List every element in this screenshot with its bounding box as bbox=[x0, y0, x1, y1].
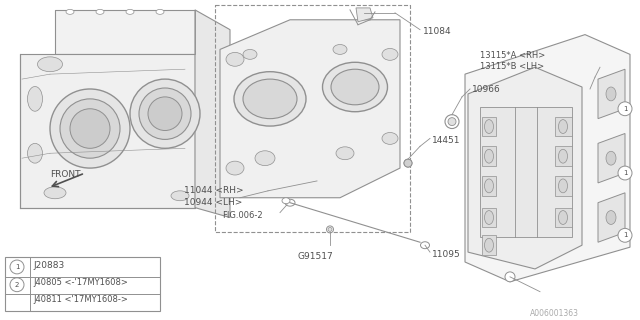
Polygon shape bbox=[555, 176, 572, 196]
Ellipse shape bbox=[28, 143, 42, 163]
Ellipse shape bbox=[382, 48, 398, 60]
Ellipse shape bbox=[282, 198, 290, 204]
Text: 10944 <LH>: 10944 <LH> bbox=[184, 198, 243, 207]
Text: 14451: 14451 bbox=[432, 136, 461, 146]
Ellipse shape bbox=[445, 115, 459, 129]
Circle shape bbox=[505, 272, 515, 282]
Ellipse shape bbox=[285, 199, 295, 206]
Text: J40805 <-'17MY1608>: J40805 <-'17MY1608> bbox=[33, 278, 128, 287]
Ellipse shape bbox=[234, 72, 306, 126]
Ellipse shape bbox=[333, 44, 347, 54]
Ellipse shape bbox=[328, 228, 332, 231]
Circle shape bbox=[618, 166, 632, 180]
Text: 1: 1 bbox=[623, 170, 627, 176]
Polygon shape bbox=[555, 146, 572, 166]
Polygon shape bbox=[20, 54, 195, 208]
Ellipse shape bbox=[255, 151, 275, 166]
Bar bbox=[215, 5, 410, 232]
Ellipse shape bbox=[156, 9, 164, 14]
Text: J40811 <'17MY1608->: J40811 <'17MY1608-> bbox=[33, 295, 128, 304]
Ellipse shape bbox=[126, 9, 134, 14]
Ellipse shape bbox=[171, 191, 189, 201]
Ellipse shape bbox=[484, 179, 493, 193]
Polygon shape bbox=[356, 8, 373, 22]
Ellipse shape bbox=[243, 79, 297, 119]
Circle shape bbox=[404, 159, 412, 167]
Circle shape bbox=[10, 260, 24, 274]
Ellipse shape bbox=[130, 79, 200, 148]
Polygon shape bbox=[220, 20, 400, 198]
Ellipse shape bbox=[420, 242, 429, 249]
Polygon shape bbox=[598, 69, 625, 119]
Ellipse shape bbox=[331, 69, 379, 105]
Circle shape bbox=[618, 102, 632, 116]
Circle shape bbox=[10, 278, 24, 292]
Text: 1: 1 bbox=[623, 106, 627, 112]
Ellipse shape bbox=[484, 211, 493, 224]
Ellipse shape bbox=[606, 87, 616, 101]
Polygon shape bbox=[480, 107, 572, 237]
Polygon shape bbox=[555, 117, 572, 136]
Text: G91517: G91517 bbox=[298, 252, 333, 261]
Polygon shape bbox=[465, 35, 630, 282]
Text: 1: 1 bbox=[623, 232, 627, 238]
Polygon shape bbox=[598, 133, 625, 183]
Polygon shape bbox=[482, 208, 496, 228]
Ellipse shape bbox=[243, 49, 257, 59]
Text: 11084: 11084 bbox=[423, 27, 452, 36]
Text: 11044 <RH>: 11044 <RH> bbox=[184, 186, 244, 195]
Ellipse shape bbox=[66, 9, 74, 14]
Polygon shape bbox=[598, 193, 625, 242]
Text: 13115*B <LH>: 13115*B <LH> bbox=[480, 62, 544, 71]
Ellipse shape bbox=[484, 238, 493, 252]
Ellipse shape bbox=[226, 161, 244, 175]
Ellipse shape bbox=[139, 88, 191, 140]
Ellipse shape bbox=[226, 52, 244, 66]
Ellipse shape bbox=[559, 179, 568, 193]
Polygon shape bbox=[555, 208, 572, 228]
Ellipse shape bbox=[559, 120, 568, 133]
Ellipse shape bbox=[38, 57, 63, 72]
Ellipse shape bbox=[606, 211, 616, 224]
Ellipse shape bbox=[323, 62, 387, 112]
Polygon shape bbox=[482, 117, 496, 136]
Ellipse shape bbox=[28, 86, 42, 111]
Polygon shape bbox=[482, 235, 496, 255]
Ellipse shape bbox=[404, 159, 412, 167]
Text: J20883: J20883 bbox=[33, 261, 64, 270]
Ellipse shape bbox=[336, 147, 354, 160]
Ellipse shape bbox=[382, 132, 398, 144]
Text: FRONT: FRONT bbox=[50, 170, 80, 179]
Ellipse shape bbox=[148, 97, 182, 131]
Polygon shape bbox=[195, 10, 230, 218]
Ellipse shape bbox=[50, 89, 130, 168]
Text: FIG.006-2: FIG.006-2 bbox=[222, 211, 262, 220]
Ellipse shape bbox=[484, 149, 493, 163]
Ellipse shape bbox=[326, 226, 333, 233]
Ellipse shape bbox=[448, 118, 456, 125]
Text: 11095: 11095 bbox=[432, 250, 461, 259]
Polygon shape bbox=[482, 146, 496, 166]
Text: 1: 1 bbox=[15, 264, 19, 270]
Ellipse shape bbox=[96, 9, 104, 14]
Ellipse shape bbox=[60, 99, 120, 158]
Bar bbox=[5, 257, 160, 311]
Ellipse shape bbox=[559, 211, 568, 224]
Ellipse shape bbox=[559, 149, 568, 163]
Ellipse shape bbox=[606, 151, 616, 165]
Polygon shape bbox=[468, 67, 582, 269]
Ellipse shape bbox=[484, 120, 493, 133]
Text: 10966: 10966 bbox=[472, 85, 500, 94]
Circle shape bbox=[618, 228, 632, 242]
Text: A006001363: A006001363 bbox=[530, 309, 579, 318]
Text: 2: 2 bbox=[15, 282, 19, 288]
Polygon shape bbox=[55, 10, 195, 54]
Ellipse shape bbox=[70, 109, 110, 148]
Polygon shape bbox=[482, 176, 496, 196]
Ellipse shape bbox=[44, 187, 66, 199]
Text: 13115*A <RH>: 13115*A <RH> bbox=[480, 52, 545, 60]
